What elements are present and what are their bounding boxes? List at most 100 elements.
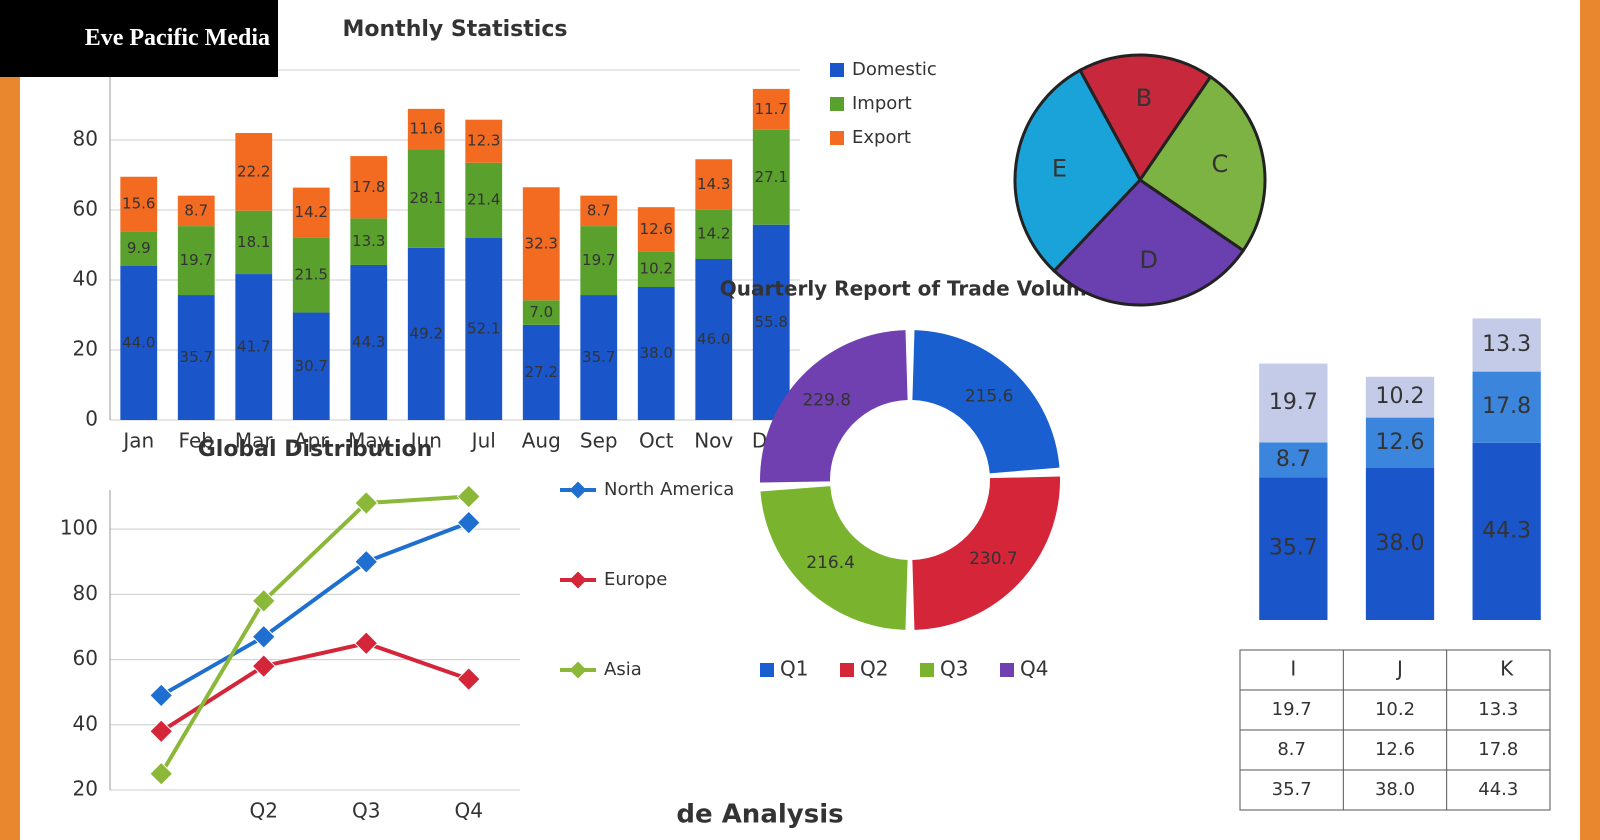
bar-segment — [177, 226, 215, 296]
data-label: 10.2 — [1376, 384, 1425, 409]
x-tick-label: Jul — [470, 429, 496, 453]
marker — [149, 719, 174, 744]
marker — [251, 588, 276, 613]
data-label: 44.3 — [352, 333, 385, 351]
bar-segment — [1259, 442, 1328, 478]
marker — [456, 667, 481, 692]
donut-slice — [912, 330, 1060, 474]
x-tick-label: Jan — [121, 429, 154, 453]
slice-label: C — [1211, 150, 1228, 178]
bar-segment — [350, 218, 388, 265]
data-label: 215.6 — [965, 387, 1014, 407]
data-label: 14.3 — [697, 175, 730, 193]
table-cell: 12.6 — [1375, 739, 1415, 760]
data-label: 216.4 — [806, 553, 855, 573]
bar-segment — [752, 88, 790, 130]
bar-segment — [580, 226, 618, 296]
data-label: 55.8 — [755, 313, 788, 331]
data-label: 21.4 — [467, 191, 500, 209]
data-label: 28.1 — [410, 189, 443, 207]
data-label: 17.8 — [1482, 394, 1531, 419]
data-label: 30.7 — [295, 357, 328, 375]
bar-segment — [235, 274, 273, 420]
data-label: 44.3 — [1482, 518, 1531, 543]
data-label: 13.3 — [1482, 332, 1531, 357]
bar-segment — [1365, 468, 1435, 620]
donut-slice — [912, 476, 1061, 630]
data-label: 12.6 — [1376, 430, 1425, 455]
data-label: 14.2 — [295, 203, 328, 221]
bar-segment — [580, 295, 618, 420]
data-label: 35.7 — [180, 348, 213, 366]
data-label: 12.6 — [640, 220, 673, 238]
table-cell: 38.0 — [1375, 779, 1415, 800]
x-tick-label: Mar — [235, 429, 274, 453]
data-label: 27.1 — [755, 168, 788, 186]
y-tick-label: 0 — [85, 407, 98, 431]
data-label: 8.7 — [184, 201, 208, 219]
data-label: 17.8 — [352, 178, 385, 196]
y-tick-label: 60 — [73, 197, 98, 221]
legend-swatch — [840, 663, 854, 677]
bar-segment — [637, 287, 675, 420]
x-tick-label: Sep — [580, 429, 618, 453]
legend-label: Asia — [604, 659, 642, 680]
y-tick-label: 20 — [73, 777, 98, 801]
pie-slice — [1078, 53, 1213, 183]
bar-segment — [695, 259, 733, 420]
bar-segment — [1259, 363, 1328, 443]
bar-segment — [465, 119, 503, 163]
data-label: 35.7 — [1269, 536, 1318, 561]
bar-segment — [752, 224, 790, 420]
bar-segment — [522, 187, 560, 301]
data-label: 14.2 — [697, 225, 730, 243]
y-tick-label: 80 — [73, 127, 98, 151]
table-cell: 17.8 — [1478, 739, 1518, 760]
data-label: 32.3 — [525, 234, 558, 252]
bar-segment — [350, 264, 388, 420]
bar-segment — [120, 266, 158, 420]
x-tick-label: K — [1500, 657, 1514, 681]
bar-segment — [465, 237, 503, 420]
x-tick-label: Q3 — [352, 799, 380, 823]
bar-segment — [235, 210, 273, 275]
bar-segment — [465, 162, 503, 238]
x-tick-label: Oct — [639, 429, 674, 453]
data-label: 52.1 — [467, 319, 500, 337]
legend-label: Q3 — [940, 657, 968, 681]
data-label: 38.0 — [640, 344, 673, 362]
legend-label: Export — [852, 127, 911, 148]
marker — [456, 484, 481, 509]
data-label: 8.7 — [587, 201, 611, 219]
legend-swatch — [830, 97, 844, 111]
bar-segment — [1472, 442, 1541, 620]
y-tick-label: 40 — [73, 267, 98, 291]
x-tick-label: May — [348, 429, 390, 453]
x-tick-label: Q2 — [250, 799, 278, 823]
y-tick-label: 80 — [73, 581, 98, 605]
x-tick-label: Aug — [522, 429, 561, 453]
donut-slice — [760, 330, 908, 483]
data-label: 8.7 — [1276, 447, 1311, 472]
slice-label: D — [1139, 246, 1157, 274]
data-label: 11.7 — [755, 100, 788, 118]
data-label: 19.7 — [180, 251, 213, 269]
bar-segment — [120, 231, 158, 266]
data-label: 35.7 — [582, 348, 615, 366]
marker — [251, 624, 276, 649]
table-cell: 13.3 — [1478, 699, 1518, 720]
bar-segment — [350, 156, 388, 219]
x-tick-label: Nov — [694, 429, 733, 453]
table-cell: 10.2 — [1375, 699, 1415, 720]
bar-segment — [695, 209, 733, 259]
data-label: 19.7 — [1269, 390, 1318, 415]
legend-marker — [569, 571, 587, 589]
x-tick-label: Feb — [179, 429, 214, 453]
bar-segment — [1472, 318, 1541, 372]
marker — [354, 491, 379, 516]
legend-swatch — [830, 131, 844, 145]
table-cell: 44.3 — [1478, 779, 1518, 800]
legend-label: Import — [852, 93, 912, 114]
data-label: 12.3 — [467, 132, 500, 150]
legend-marker — [569, 481, 587, 499]
